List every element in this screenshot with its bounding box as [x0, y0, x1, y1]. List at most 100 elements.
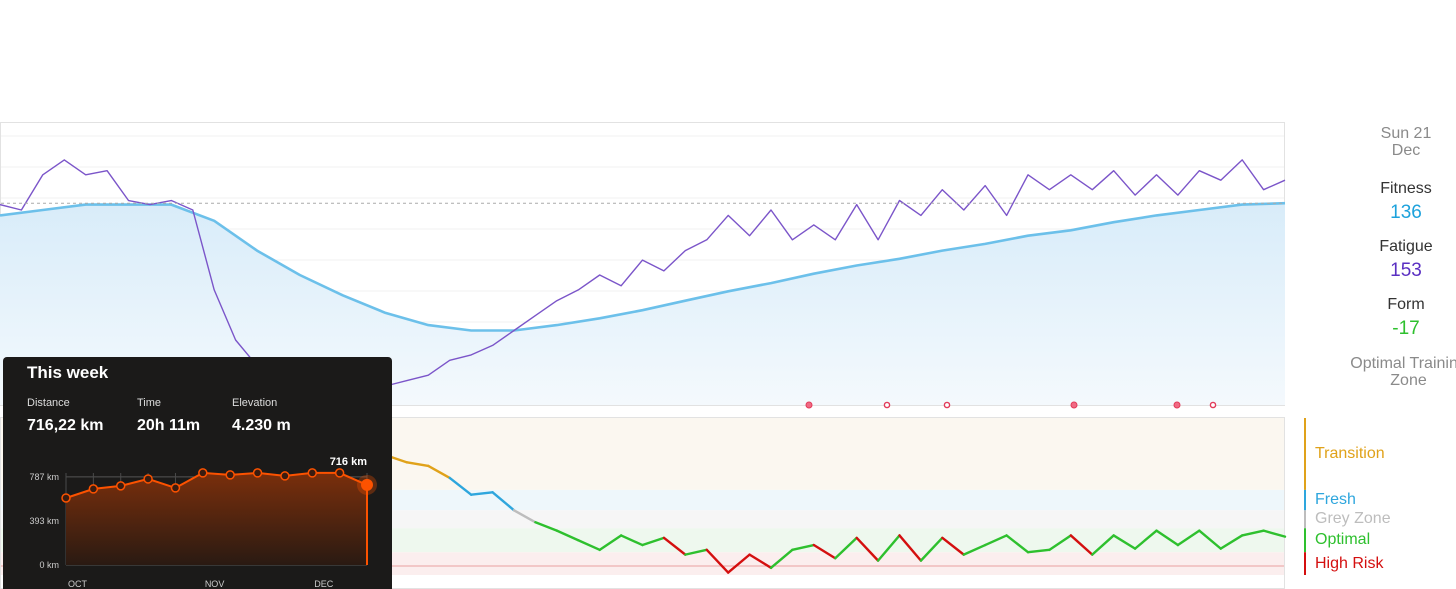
event-marker: [1070, 401, 1078, 409]
form-line-segment: [469, 491, 494, 496]
form-line-segment: [898, 534, 923, 562]
form-line-segment: [512, 509, 537, 524]
metric-value: -17: [1392, 318, 1420, 339]
zone-title: Optimal Training Zone: [1350, 355, 1456, 389]
form-line-segment: [1176, 529, 1201, 547]
zone-label: Transition: [1315, 444, 1385, 462]
form-line-segment: [405, 461, 430, 468]
form-line-segment: [662, 536, 687, 556]
stat-value: 4.230 m: [232, 417, 291, 434]
zone-indicator: [1304, 510, 1306, 529]
form-line-segment: [427, 464, 451, 480]
form-line-segment: [962, 543, 987, 556]
event-marker: [883, 401, 891, 409]
stat-value: 20h 11m: [137, 417, 201, 434]
highlight-point: [361, 478, 373, 491]
zone-indicator: [1304, 528, 1306, 553]
form-line-segment: [1133, 529, 1158, 550]
stat-value: 716,22 km: [27, 417, 104, 434]
week-point: [280, 471, 290, 481]
form-line-segment: [983, 534, 1008, 547]
week-point: [307, 468, 318, 478]
zone-indicator: [1304, 418, 1306, 490]
selected-date: Sun 21 Dec: [1380, 125, 1432, 159]
event-marker: [805, 401, 813, 409]
form-line-segment: [577, 539, 601, 552]
form-line-segment: [1155, 529, 1180, 547]
metric-label: Form: [1387, 296, 1425, 313]
fatigue-line: [0, 159, 1286, 394]
form-line-segment: [1240, 529, 1265, 537]
form-line-segment: [855, 536, 880, 562]
metric-value: 153: [1390, 260, 1422, 281]
week-point: [88, 484, 99, 494]
form-line-segment: [448, 476, 473, 496]
form-line-segment: [555, 529, 580, 542]
zone-label: Grey Zone: [1315, 510, 1391, 528]
metric-label: Fitness: [1380, 180, 1432, 197]
form-line-segment: [1262, 529, 1287, 538]
form-line-segment: [919, 536, 944, 562]
form-line-segment: [1091, 534, 1115, 556]
fitness-layer: [0, 159, 1286, 405]
y-tick-label: 0 km: [39, 560, 59, 570]
form-line-segment: [684, 548, 708, 556]
event-marker: [1173, 401, 1181, 409]
form-line-segment: [748, 553, 773, 570]
form-line-segment: [534, 521, 559, 532]
form-line-segment: [619, 534, 644, 547]
y-tick-label: 393 km: [29, 516, 59, 526]
zone-label: Optimal: [1315, 531, 1371, 549]
week-point: [143, 474, 153, 484]
stat-label: Time: [137, 397, 162, 409]
week-point: [61, 493, 71, 503]
week-point: [252, 468, 263, 478]
form-line-segment: [1112, 534, 1137, 550]
form-line-segment: [1026, 548, 1051, 554]
form-line-segment: [769, 548, 794, 570]
form-line-segment: [705, 548, 730, 574]
fitness-line: [0, 201, 1286, 332]
form-line-segment: [726, 553, 751, 574]
zone-indicator: [1304, 552, 1306, 575]
week-point: [170, 483, 181, 493]
y-tick-label: 787 km: [29, 472, 59, 482]
week-card: This week Distance 716,22 km Time 20h 11…: [3, 357, 392, 589]
zone-indicator: [1304, 489, 1306, 511]
form-line-segment: [1219, 534, 1244, 550]
x-tick-label: OCT: [68, 579, 88, 589]
week-area: [66, 472, 367, 565]
form-line-segment: [1069, 534, 1094, 556]
form-line-segment: [598, 534, 623, 552]
week-point: [225, 470, 235, 480]
zone-label: High Risk: [1315, 554, 1384, 572]
form-line-segment: [834, 536, 858, 560]
zone-label: Fresh: [1315, 491, 1356, 509]
form-line-segment: [941, 536, 965, 556]
week-chart: 787 km 393 km 0 km OCT NOV DEC 716 km: [29, 456, 377, 589]
event-marker: [1209, 401, 1217, 409]
week-point: [115, 481, 126, 491]
form-line-segment: [1005, 534, 1030, 554]
metric-label: Fatigue: [1379, 238, 1433, 255]
form-line-segment: [491, 491, 516, 512]
form-line-segment: [812, 543, 837, 560]
highlight-label: 716 km: [330, 456, 368, 468]
event-markers: [805, 401, 1217, 409]
event-marker: [943, 401, 951, 409]
card-title: This week: [27, 363, 109, 382]
form-line-segment: [641, 536, 666, 547]
week-point: [334, 468, 345, 478]
form-line-segment: [876, 534, 901, 562]
form-line-segment: [791, 543, 816, 552]
week-point: [198, 468, 208, 478]
form-line-segment: [1198, 529, 1222, 550]
form-line-segment: [1048, 534, 1073, 552]
stat-label: Distance: [27, 397, 70, 409]
fitness-area: [0, 203, 1285, 405]
stat-label: Elevation: [232, 397, 278, 409]
x-tick-label: DEC: [314, 579, 334, 589]
x-tick-label: NOV: [205, 579, 225, 589]
metric-value: 136: [1390, 202, 1422, 223]
